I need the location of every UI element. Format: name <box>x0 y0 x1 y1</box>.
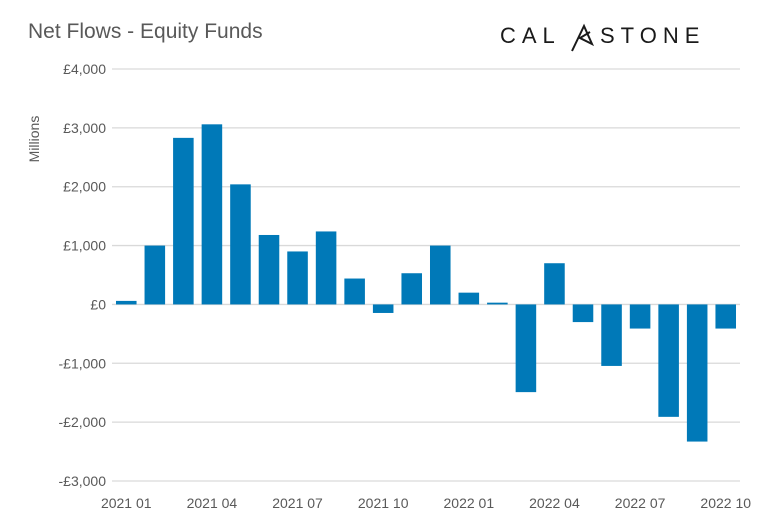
svg-text:CAL: CAL <box>500 23 561 48</box>
x-tick-label: 2022 04 <box>529 495 580 511</box>
x-tick-label: 2022 01 <box>444 495 495 511</box>
svg-text:STONE: STONE <box>600 23 705 48</box>
bar-2021-05 <box>230 184 251 305</box>
y-tick-label: -£3,000 <box>59 473 107 489</box>
bar-2022-09 <box>686 304 708 442</box>
bar-2021-01 <box>115 300 137 305</box>
x-tick-label: 2022 10 <box>700 495 751 511</box>
bar-2021-11 <box>401 273 423 305</box>
bar-2022-07 <box>629 304 651 329</box>
y-tick-label: -£2,000 <box>59 414 107 430</box>
chart-title: Net Flows - Equity Funds <box>28 20 263 43</box>
bar-2021-02 <box>144 245 166 305</box>
y-tick-label: £4,000 <box>63 61 106 77</box>
y-tick-label: £2,000 <box>63 179 106 195</box>
bar-2022-05 <box>572 304 594 323</box>
bar-2022-03 <box>515 304 537 393</box>
bar-2022-10 <box>715 304 737 329</box>
x-tick-label: 2022 07 <box>615 495 666 511</box>
y-tick-label: £0 <box>90 296 106 312</box>
x-tick-label: 2021 01 <box>101 495 152 511</box>
y-tick-label: £1,000 <box>63 238 106 254</box>
bar-2021-08 <box>315 231 337 305</box>
x-tick-label: 2021 07 <box>272 495 323 511</box>
bar-2022-06 <box>601 304 622 366</box>
y-axis-label: Millions <box>26 116 42 163</box>
bar-2021-09 <box>344 278 365 305</box>
bar-2022-01 <box>458 292 480 305</box>
bar-2022-04 <box>544 263 565 305</box>
x-tick-label: 2021 10 <box>358 495 409 511</box>
calastone-logo: CAL STONE <box>500 18 710 59</box>
y-tick-label: £3,000 <box>63 120 106 136</box>
bar-2021-06 <box>258 234 280 305</box>
bar-2021-04 <box>201 124 223 305</box>
x-tick-label: 2021 04 <box>187 495 238 511</box>
bar-2021-07 <box>287 251 308 305</box>
bar-2021-12 <box>429 245 451 305</box>
bar-2022-08 <box>658 304 679 417</box>
bar-2021-03 <box>173 137 194 305</box>
y-tick-label: -£1,000 <box>59 355 107 371</box>
bar-2021-10 <box>372 304 394 313</box>
bar-2022-02 <box>487 302 508 305</box>
